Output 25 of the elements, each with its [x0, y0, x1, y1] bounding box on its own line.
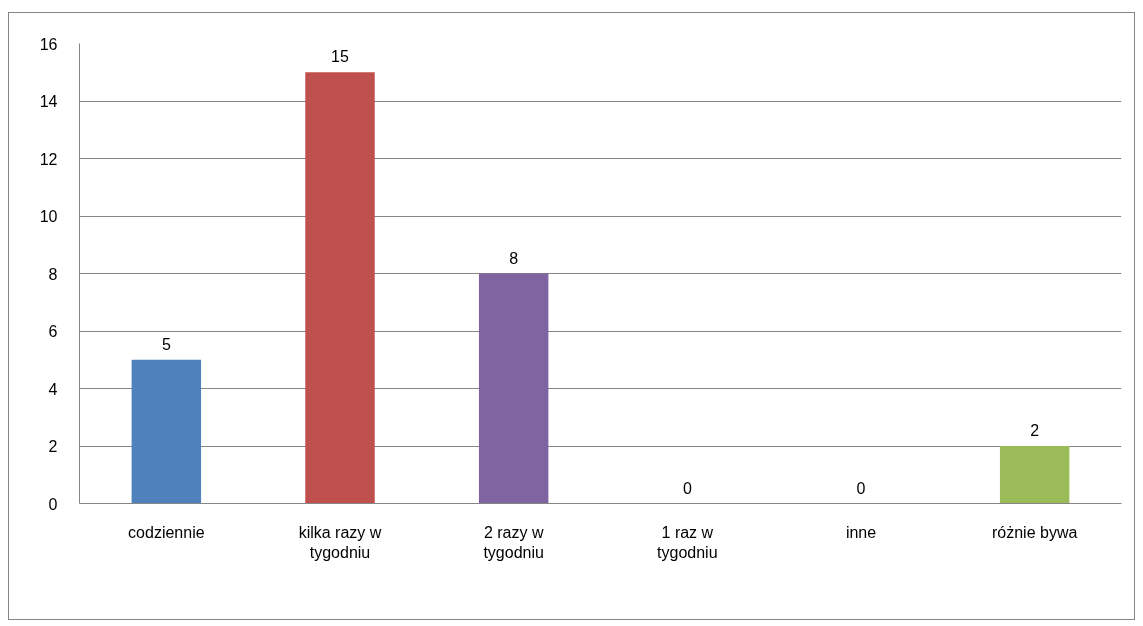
- bar: [999, 446, 1070, 504]
- data-label: 15: [331, 48, 349, 66]
- data-label: 0: [682, 479, 692, 497]
- y-tick-label: 6: [48, 323, 58, 340]
- y-tick-label: 10: [39, 208, 58, 225]
- data-label: 2: [1030, 422, 1040, 439]
- x-tick-label: codziennie: [128, 523, 205, 541]
- y-tick-label: 0: [48, 495, 58, 513]
- y-tick-label: 16: [39, 35, 58, 53]
- y-tick-label: 2: [48, 438, 58, 455]
- data-label: 5: [161, 335, 171, 353]
- data-label: 8: [509, 249, 519, 267]
- x-tick-label: kilka razy w tygodniu: [298, 523, 382, 561]
- bar: [478, 273, 549, 504]
- bar: [305, 72, 375, 504]
- x-tick-label: różnie bywa: [991, 523, 1078, 541]
- x-tick-label: inne: [845, 523, 877, 541]
- x-tick-label: 2 razy w tygodniu: [483, 523, 544, 561]
- y-tick-label: 12: [39, 150, 58, 168]
- x-tick-label: 1 raz w tygodniu: [657, 523, 718, 561]
- bar: [131, 359, 202, 504]
- data-label: 0: [856, 479, 866, 497]
- y-tick-label: 14: [39, 93, 58, 110]
- y-tick-label: 4: [48, 380, 58, 398]
- y-tick-label: 8: [48, 265, 58, 283]
